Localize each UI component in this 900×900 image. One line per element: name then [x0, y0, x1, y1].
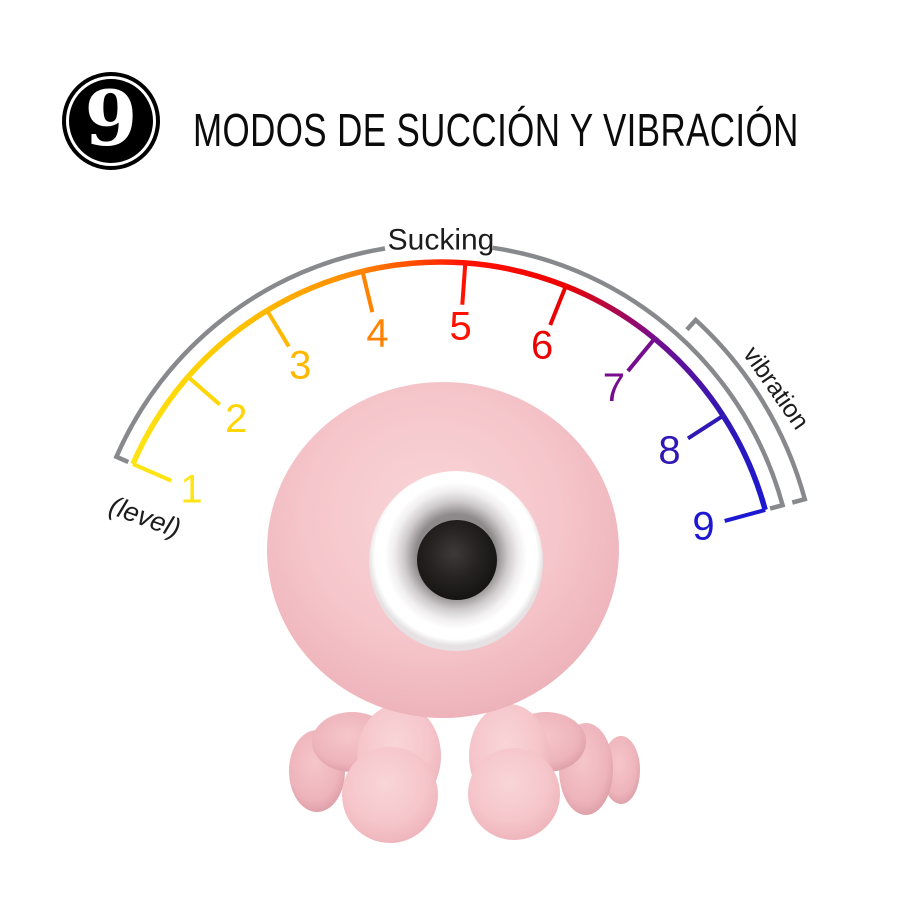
octopus-figure [267, 382, 640, 843]
mode-arc-segment [361, 259, 466, 274]
outer-scale-arc-right [492, 245, 786, 511]
mode-arc-segment [185, 308, 269, 379]
level-number-6: 6 [531, 323, 553, 367]
tick-level-9 [724, 507, 766, 523]
level-number-7: 7 [603, 366, 625, 410]
octopus-leg-rear-right [602, 736, 640, 804]
mode-arc-segment [130, 374, 191, 466]
level-label: (level) [105, 490, 184, 543]
mode-arc-segment [465, 260, 567, 289]
level-number-3: 3 [289, 343, 311, 387]
step-badge: 9 [62, 72, 160, 170]
octopus-foot-right [468, 748, 560, 840]
level-number-8: 8 [658, 428, 680, 472]
tick-level-5 [460, 262, 468, 305]
level-number-5: 5 [450, 305, 472, 349]
level-number-4: 4 [366, 312, 388, 356]
vibration-bracket-arc [685, 316, 808, 505]
octopus-foot-left [342, 747, 438, 843]
tick-level-6 [548, 285, 568, 326]
mode-arc-segment [265, 268, 364, 313]
page-title: MODOS DE SUCCIÓN Y VIBRACIÓN [193, 104, 799, 156]
level-number-2: 2 [225, 397, 247, 441]
sucking-label: Sucking [388, 224, 495, 257]
tick-level-4 [360, 270, 375, 313]
level-number-9: 9 [692, 505, 714, 549]
level-number-1: 1 [180, 468, 202, 512]
outer-scale-arc-left [113, 246, 386, 465]
suction-opening [417, 520, 497, 600]
mode-arc-segment [720, 414, 768, 511]
mode-arc-segment [652, 336, 726, 418]
tick-level-2 [186, 375, 221, 406]
tick-level-3 [265, 309, 291, 348]
tick-level-8 [686, 413, 725, 441]
tick-level-7 [626, 337, 657, 373]
mode-arc-segment [564, 283, 657, 341]
tick-level-1 [132, 462, 173, 483]
